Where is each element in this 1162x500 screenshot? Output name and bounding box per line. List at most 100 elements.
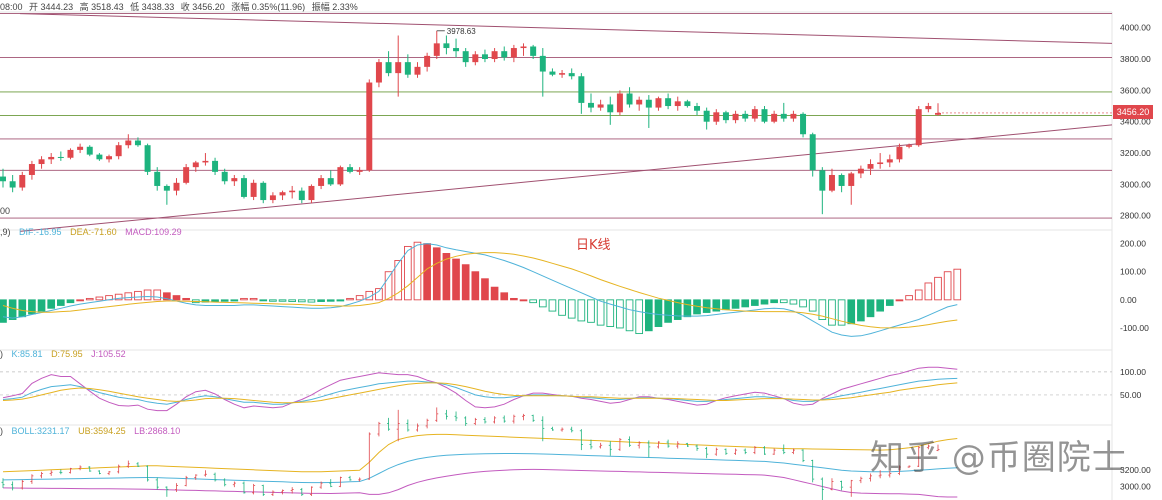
macd-histogram-bar — [751, 299, 759, 306]
header-time: 08:00 — [0, 2, 23, 12]
candle-body — [722, 112, 729, 121]
macd-histogram-bar — [616, 299, 624, 329]
header-change: 涨幅 0.35%(11.96) — [231, 2, 306, 12]
candle-body — [356, 170, 363, 172]
candle-body — [616, 93, 623, 113]
candle-body — [732, 113, 739, 121]
header-low: 低 3438.33 — [130, 2, 175, 12]
macd-histogram-bar — [153, 289, 162, 301]
macd-histogram-bar — [8, 299, 17, 320]
candle-body — [366, 82, 373, 171]
candle-body — [896, 146, 903, 160]
candle-body — [395, 62, 402, 74]
candle-body — [935, 112, 941, 115]
macd-histogram-bar — [413, 241, 422, 301]
macd-histogram-bar — [558, 299, 566, 316]
candle-body — [501, 51, 508, 58]
candle-body — [539, 55, 546, 72]
candle-body — [106, 156, 113, 160]
macd-dea-line — [2, 252, 958, 329]
candle-body — [115, 145, 122, 157]
candle-body — [144, 145, 151, 172]
candle-body — [819, 170, 826, 191]
candle-body — [867, 164, 874, 169]
macd-histogram-bar — [606, 299, 615, 327]
header-open: 开 3444.23 — [29, 2, 74, 12]
candle-body — [703, 110, 710, 122]
macd-histogram-bar — [953, 268, 962, 301]
macd-histogram-bar — [905, 295, 913, 301]
macd-histogram-bar — [779, 299, 788, 304]
candle-body — [134, 140, 141, 146]
macd-histogram-bar — [664, 299, 672, 323]
macd-histogram-bar — [702, 299, 711, 313]
macd-histogram-bar — [114, 293, 123, 301]
macd-histogram-bar — [66, 299, 75, 304]
boll-lb-label: LB:2868.10 — [134, 426, 181, 436]
macd-histogram-bar — [914, 289, 923, 301]
macd-histogram-bar — [857, 299, 865, 322]
macd-histogram-bar — [28, 299, 36, 315]
candle-body — [800, 113, 807, 135]
candle-body — [260, 182, 267, 201]
kdj-legend: ) K:85.81 D:75.95 J:105.52 — [0, 349, 132, 359]
macd-histogram-bar — [510, 297, 518, 301]
candle-body — [848, 173, 855, 186]
macd-histogram-bar — [432, 247, 441, 301]
macd-histogram-bar — [461, 264, 470, 301]
macd-histogram-bar — [230, 299, 239, 302]
macd-histogram-bar — [249, 297, 258, 301]
candle-body — [48, 156, 55, 160]
macd-histogram-bar — [722, 299, 730, 311]
candle-body — [674, 101, 681, 107]
macd-histogram-bar — [307, 299, 316, 303]
candle-body — [347, 167, 353, 172]
macd-histogram-bar — [317, 299, 325, 302]
macd-histogram-bar — [895, 299, 904, 302]
price-tick-label: 3200.00 — [1120, 148, 1151, 158]
candle-body — [96, 154, 103, 160]
left-price-stub: 00 — [0, 206, 11, 216]
candle-body — [559, 73, 566, 75]
macd-histogram-bar — [548, 299, 557, 312]
candle-body — [240, 178, 247, 197]
macd-histogram-bar — [770, 299, 778, 304]
macd-histogram-bar — [95, 296, 104, 301]
macd-histogram-bar — [683, 299, 692, 318]
candle-body — [790, 113, 797, 119]
macd-tick-label: -100.00 — [1120, 323, 1149, 333]
macd-histogram-bar — [423, 243, 431, 301]
candle-body — [202, 160, 209, 163]
candle-body — [28, 164, 35, 175]
candle-body — [751, 109, 758, 119]
price-tick-label: 3000.00 — [1120, 179, 1151, 189]
candle-body — [19, 174, 26, 188]
peak-annotation: 3978.63 — [447, 27, 476, 36]
macd-histogram-bar — [712, 299, 721, 312]
macd-histogram-bar — [519, 299, 528, 302]
macd-histogram-bar — [134, 290, 142, 301]
macd-tick-label: 100.00 — [1120, 267, 1146, 277]
candle-body — [838, 174, 845, 186]
macd-histogram-bar — [789, 299, 798, 305]
macd-histogram-bar — [182, 297, 190, 301]
chart-title: 日K线 — [576, 238, 611, 253]
candle-body — [491, 51, 498, 60]
macd-dif-line — [2, 243, 958, 337]
candle-body — [327, 178, 334, 185]
macd-tick-label: 200.00 — [1120, 239, 1146, 249]
candle-body — [212, 160, 219, 172]
boll-tick-label: 3000.00 — [1120, 481, 1151, 491]
macd-histogram-bar — [760, 299, 769, 305]
kdj-k-label: K:85.81 — [11, 349, 43, 359]
macd-histogram-bar — [404, 245, 412, 301]
candle-body — [568, 73, 575, 77]
macd-histogram-bar — [57, 299, 65, 306]
candle-body — [57, 156, 64, 158]
candle-body — [906, 145, 913, 147]
macd-histogram-bar — [163, 292, 171, 301]
macd-histogram-bar — [490, 286, 499, 301]
macd-histogram-bar — [731, 299, 740, 309]
candle-body — [9, 181, 16, 188]
